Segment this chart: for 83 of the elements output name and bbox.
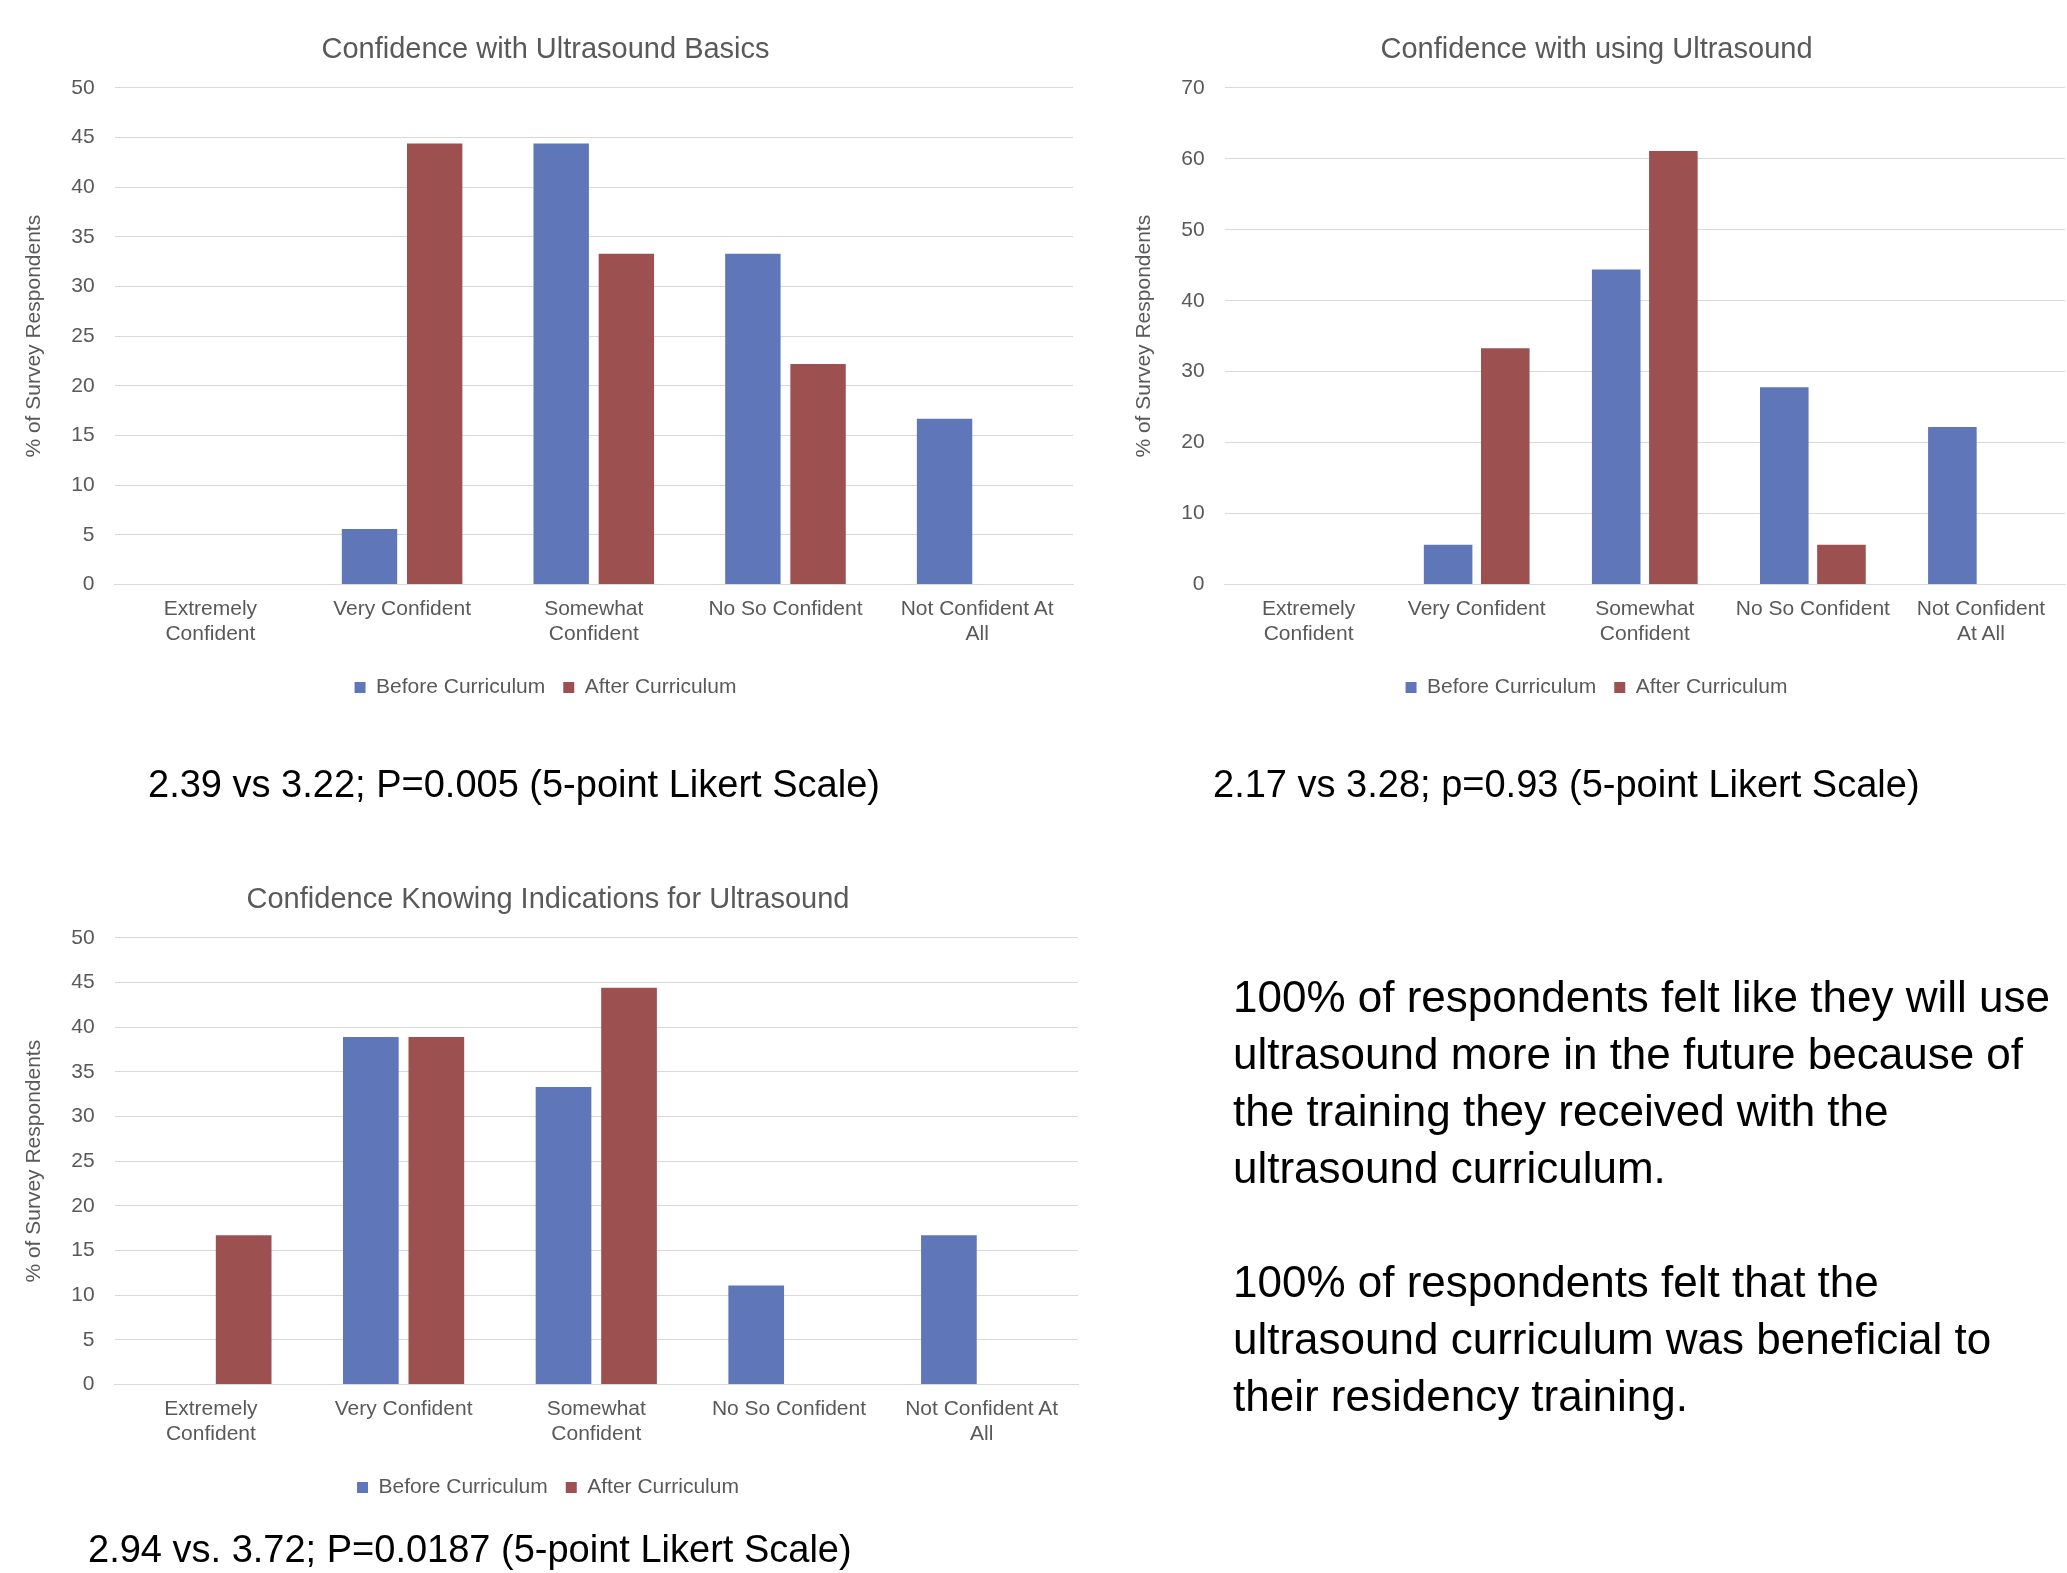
x-tick-label: Somewhat Confident: [1595, 596, 1695, 645]
chart-title: Confidence with Ultrasound Basics: [321, 32, 770, 65]
bar: [341, 528, 398, 585]
bar: [1649, 150, 1698, 585]
bar: [342, 1036, 399, 1385]
y-tick-label: 20: [71, 1192, 95, 1216]
y-axis-title: % of Survey Respondents: [21, 214, 45, 458]
y-tick-label: 10: [71, 472, 95, 496]
bar: [790, 364, 846, 585]
y-tick-label: 15: [71, 422, 95, 446]
y-axis-title: % of Survey Respondents: [21, 1039, 45, 1283]
chart-title: Confidence Knowing Indications for Ultrasound: [246, 882, 850, 915]
bar: [1760, 387, 1809, 585]
x-tick-label: Somewhat Confident: [544, 596, 644, 645]
y-tick-label: 70: [1181, 74, 1205, 98]
y-axis-title: % of Survey Respondents: [1131, 214, 1155, 458]
x-tick-label: No So Confident: [711, 1396, 867, 1419]
y-tick-label: 5: [82, 1326, 95, 1350]
bar: [598, 253, 655, 585]
y-tick-label: 10: [71, 1282, 95, 1306]
legend-label: Before Curriculum: [378, 1474, 548, 1498]
y-tick-label: 30: [71, 1103, 95, 1127]
text: 2.39 vs 3.22; P=0.005 (5-point Likert Scale): [148, 763, 880, 806]
text: 2.94 vs. 3.72; P=0.0187 (5-point Likert Scale): [88, 1528, 852, 1571]
y-tick-label: 35: [71, 1058, 95, 1082]
bar: [406, 143, 463, 585]
bar: [601, 987, 657, 1385]
y-tick-label: 0: [82, 1371, 95, 1395]
y-tick-label: 15: [71, 1237, 95, 1261]
bar: [533, 143, 589, 585]
y-tick-label: 5: [82, 521, 95, 545]
y-tick-label: 50: [1181, 216, 1205, 240]
y-tick-label: 20: [1181, 429, 1205, 453]
bar: [408, 1036, 465, 1385]
y-tick-label: 50: [71, 924, 95, 948]
y-tick-label: 10: [1181, 500, 1205, 524]
x-tick-label: Not Confident At All: [900, 596, 1054, 645]
y-tick-label: 0: [1192, 571, 1205, 595]
x-tick-label: Not Confident At All: [905, 1396, 1059, 1445]
legend-label: Before Curriculum: [376, 674, 546, 698]
y-tick-label: 20: [71, 372, 95, 396]
bar: [1423, 544, 1473, 585]
bar: [1817, 544, 1866, 585]
y-tick-label: 50: [71, 74, 95, 98]
x-tick-label: Very Confident: [1407, 596, 1546, 619]
bar: [215, 1235, 272, 1385]
x-tick-label: Very Confident: [334, 1396, 473, 1419]
x-tick-label: Extremely Confident: [164, 1396, 259, 1445]
legend-label: Before Curriculum: [1427, 674, 1597, 698]
bar: [725, 253, 781, 585]
bar: [921, 1235, 977, 1385]
bar: [728, 1285, 785, 1385]
text: 100% of respondents felt that the ultrasound curriculum was beneficial to their residency training.: [1233, 1256, 1993, 1422]
y-tick-label: 25: [71, 1148, 95, 1171]
bar: [535, 1087, 592, 1385]
x-tick-label: Not Confident At All: [1916, 596, 2046, 645]
y-tick-label: 30: [1181, 358, 1205, 382]
x-tick-label: No So Confident: [1735, 596, 1891, 619]
bar: [1480, 348, 1530, 585]
y-tick-label: 45: [71, 969, 95, 993]
x-tick-label: Somewhat Confident: [546, 1396, 647, 1445]
bar: [1928, 427, 1977, 585]
text: 100% of respondents felt like they will use ultrasound more in the future because of the training they received with the ultrasound curriculum.: [1233, 971, 2051, 1194]
bar: [916, 418, 973, 585]
chart-title: Confidence with using Ultrasound: [1380, 32, 1813, 65]
y-tick-label: 40: [1181, 287, 1205, 311]
y-tick-label: 0: [82, 571, 95, 595]
y-tick-label: 45: [71, 124, 95, 148]
legend-label: After Curriculum: [584, 674, 737, 698]
y-tick-label: 40: [71, 173, 95, 197]
bar: [1591, 269, 1641, 585]
y-tick-label: 60: [1181, 145, 1205, 169]
legend-label: After Curriculum: [1635, 674, 1788, 698]
legend-label: After Curriculum: [587, 1474, 739, 1498]
x-tick-label: Extremely Confident: [163, 596, 258, 645]
x-tick-label: No So Confident: [708, 596, 863, 619]
y-tick-label: 30: [71, 273, 95, 297]
x-tick-label: Very Confident: [333, 596, 472, 619]
y-tick-label: 35: [71, 223, 95, 247]
y-tick-label: 40: [71, 1013, 95, 1037]
text: 2.17 vs 3.28; p=0.93 (5-point Likert Scale): [1213, 763, 1920, 806]
x-tick-label: Extremely Confident: [1261, 596, 1356, 645]
y-tick-label: 25: [71, 323, 95, 346]
